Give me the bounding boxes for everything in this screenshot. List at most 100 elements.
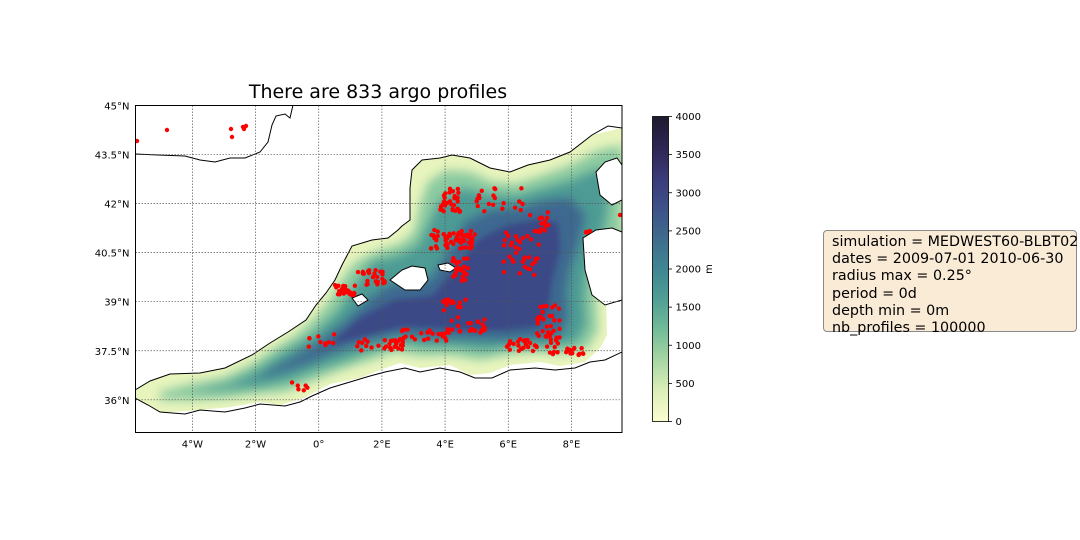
argo-profile-point [332,282,338,288]
argo-profile-point [366,268,372,273]
argo-profile-point [449,327,455,332]
argo-profile-point [522,338,528,343]
argo-profile-point [318,339,323,345]
argo-profile-point [412,337,418,342]
colorbar-unit-label: m [704,264,715,274]
argo-profile-point [447,186,453,191]
argo-profile-point [440,207,445,213]
argo-profile-point [541,317,546,322]
argo-profile-point [306,344,312,349]
argo-profile-point [507,347,513,352]
argo-profile-point [576,352,581,358]
argo-profile-point [526,255,532,260]
argo-profile-point [425,336,431,341]
argo-profile-point [453,271,458,277]
argo-profile-point [544,215,550,220]
argo-profile-point [482,327,487,333]
argo-profile-point [544,303,549,309]
lon-tick-label: 6°E [499,440,517,451]
bathymetry [135,128,622,412]
argo-profile-point [557,335,562,340]
argo-profile-point [579,345,584,351]
map-area [135,105,622,433]
argo-profile-point [486,201,492,207]
argo-profile-point [135,138,140,144]
argo-profile-point [445,297,451,302]
argo-profile-point [369,345,374,350]
argo-profile-point [461,237,466,242]
argo-profile-point [522,256,527,262]
argo-profile-point [460,274,465,279]
land-africa [135,351,622,433]
argo-profile-point [543,334,548,339]
lon-tick-label: 4°W [182,440,203,451]
argo-profile-point [492,195,498,201]
argo-profile-point [535,321,540,326]
argo-profile-point [316,334,321,339]
argo-profile-point [463,245,469,250]
argo-profile-point [375,274,380,280]
argo-profile-point [532,343,538,348]
argo-profile-point [467,232,473,237]
argo-profile-point [585,230,590,235]
argo-profile-point [375,282,380,287]
argo-profile-point [506,233,511,239]
argo-profile-point [373,268,378,273]
argo-profile-point [467,245,473,251]
argo-profile-point [360,269,366,275]
argo-profile-point [364,343,369,349]
argo-profile-point [476,319,481,325]
argo-profile-point [501,269,507,275]
argo-profile-point [527,267,533,272]
argo-profile-point [537,216,542,221]
argo-profile-point [429,232,434,238]
argo-profile-point [459,232,464,237]
argo-profile-point [525,344,531,350]
lon-tick-label: 0° [313,440,324,451]
argo-profile-point [580,351,585,356]
argo-profile-point [389,347,394,353]
argo-profile-point [301,388,306,393]
argo-profile-point [446,330,452,336]
argo-profile-point [445,241,450,247]
argo-profile-point [305,385,310,390]
argo-profile-point [548,323,553,329]
argo-profile-point [519,346,524,352]
argo-profile-point [355,269,361,275]
argo-profile-point [465,265,471,271]
argo-profile-point [383,344,389,349]
argo-profile-point [482,209,487,214]
argo-profile-point [503,230,509,235]
argo-profile-point [466,240,472,245]
lon-tick-label: 4°E [436,440,454,451]
argo-profile-point [456,265,461,271]
argo-profile-point [566,348,571,353]
argo-profile-point [553,338,559,343]
argo-profile-point [522,264,528,270]
argo-profile-point [511,259,516,264]
argo-profile-point [557,326,562,332]
info-profiles: nb_profiles = 100000 [832,320,986,337]
argo-profile-point [382,278,387,284]
lat-tick-label: 39°N [104,298,129,309]
argo-profile-point [552,318,557,323]
argo-profile-point [448,239,454,245]
argo-profile-point [472,232,478,237]
argo-profile-point [372,271,377,276]
lat-tick-label: 37.5°N [95,347,130,358]
colorbar-tick-label: 0 [676,417,682,428]
argo-profile-point [457,209,462,215]
argo-profile-point [323,342,328,348]
argo-profile-point [455,315,461,320]
argo-profile-point [449,318,454,323]
argo-profile-point [544,344,550,349]
argo-profile-point [449,300,454,306]
argo-profile-point [572,345,577,351]
argo-profile-point [355,344,360,349]
argo-profile-point [517,199,522,204]
argo-profile-point [452,195,457,201]
argo-profile-point [441,193,447,198]
colorbar: 0 500 1000 1500 2000 2500 3000 3500 4000 m [652,112,715,428]
argo-profile-point [520,235,526,241]
